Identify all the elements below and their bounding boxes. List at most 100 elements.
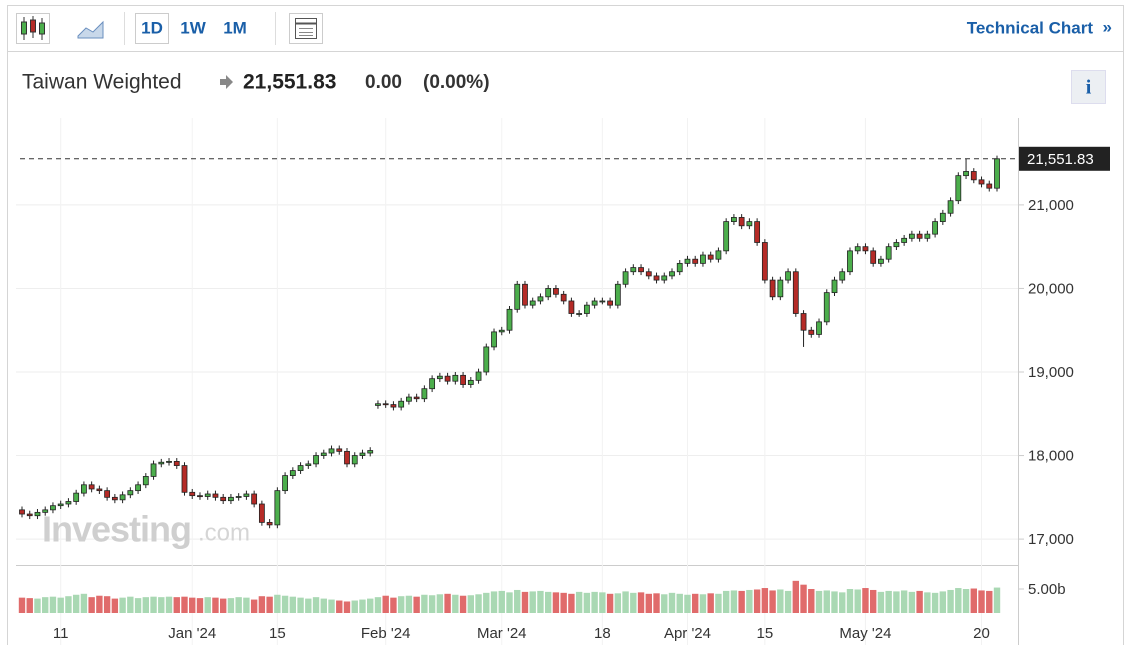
volume-bar [777, 589, 784, 613]
link-arrow[interactable]: » [1103, 17, 1112, 36]
candle-body [885, 246, 892, 260]
volume-bar [715, 593, 722, 613]
volume-bar [297, 597, 304, 613]
candle-body [939, 212, 946, 223]
volume-bar [661, 594, 668, 613]
candle-body [529, 300, 536, 306]
volume-bar [583, 592, 591, 613]
candle-body [220, 496, 227, 502]
volume-bar [397, 596, 405, 613]
last-price: 21,551.83 [243, 71, 336, 94]
period-button[interactable]: 1W [180, 18, 206, 37]
volume-bar [405, 595, 413, 613]
candle-body [669, 271, 675, 277]
candle-body [506, 308, 513, 331]
candle-body [19, 509, 25, 515]
candle-body [854, 246, 861, 252]
period-button[interactable]: 1D [141, 18, 163, 37]
candle-body [576, 313, 583, 315]
period-button[interactable]: 1M [223, 18, 247, 37]
candle-icon[interactable] [16, 13, 50, 44]
volume-bar [42, 597, 49, 613]
volume-bar [258, 596, 266, 613]
candle-body [761, 242, 768, 281]
volume-bar [227, 598, 235, 613]
candle-body [467, 379, 474, 385]
candle-body [313, 455, 319, 465]
candle-body [638, 267, 644, 273]
candle-body [970, 171, 977, 181]
x-tick-label: Jan '24 [168, 625, 216, 642]
volume-bar [931, 592, 939, 613]
volume-bar [134, 598, 142, 613]
volume-bar [552, 592, 560, 613]
candle-body [792, 271, 799, 314]
candle-body [599, 300, 606, 303]
candle-body [127, 490, 134, 496]
instrument-name: Taiwan Weighted [22, 71, 182, 94]
volume-bar [529, 591, 536, 613]
candle-body [421, 388, 428, 400]
candle-body [808, 329, 815, 335]
candle-body [614, 283, 621, 306]
volume-bar [993, 587, 1001, 613]
volume-bar [196, 598, 204, 613]
candle-body [413, 396, 420, 400]
candle-body [831, 279, 838, 294]
volume-bar [336, 600, 343, 613]
volume-bar [939, 591, 947, 613]
volume-bar [312, 597, 320, 613]
info-icon[interactable]: i [1086, 77, 1092, 99]
candle-body [429, 378, 436, 390]
volume-bar [96, 595, 103, 613]
candle-body [297, 465, 304, 471]
x-tick-label: 11 [53, 625, 69, 642]
volume-bar [165, 596, 173, 613]
candle-body [908, 233, 915, 239]
volume-bar [800, 584, 807, 613]
volume-bar [699, 594, 707, 613]
candle-body [545, 288, 552, 298]
y-tick-label: 18,000 [1028, 448, 1074, 465]
candle-body [212, 493, 219, 498]
info-button[interactable] [1071, 70, 1106, 104]
volume-bar [761, 588, 769, 613]
volume-bar [831, 591, 838, 613]
candle-body [282, 475, 288, 492]
last-price-label: 21,551.83 [1027, 151, 1094, 168]
candle-body [785, 271, 791, 281]
volume-bar [421, 594, 428, 613]
candle-body [197, 495, 203, 498]
candle-body [344, 450, 350, 465]
volume-bar [599, 592, 606, 613]
volume-tick-label: 5.00b [1028, 581, 1066, 598]
candle-body [514, 283, 521, 310]
candle-body [235, 496, 242, 498]
volume-bar [606, 593, 614, 613]
candle-body [166, 460, 172, 463]
volume-bar [560, 592, 567, 613]
candle-body [932, 221, 938, 235]
table-icon[interactable] [289, 13, 323, 44]
area-icon[interactable] [77, 20, 104, 39]
x-tick-label: 18 [594, 625, 611, 642]
candle-body [243, 493, 250, 497]
volume-bar [978, 590, 985, 613]
volume-bar [637, 592, 645, 613]
volume-bar [521, 591, 529, 613]
technical-chart-link[interactable]: Technical Chart [967, 18, 1094, 37]
candle-body [878, 258, 884, 264]
volume-bar [846, 589, 854, 613]
candle-body [390, 404, 397, 408]
volume-bar [80, 593, 88, 613]
volume-bar [119, 597, 126, 613]
candle-body [483, 346, 490, 373]
volume-bar [142, 597, 150, 613]
y-tick-label: 20,000 [1028, 280, 1074, 297]
volume-bar [444, 593, 451, 613]
volume-bar [243, 597, 250, 613]
candle-body [553, 288, 559, 295]
candle-body [947, 200, 954, 214]
candle-body [723, 221, 730, 252]
watermark-suffix: .com [198, 519, 250, 546]
